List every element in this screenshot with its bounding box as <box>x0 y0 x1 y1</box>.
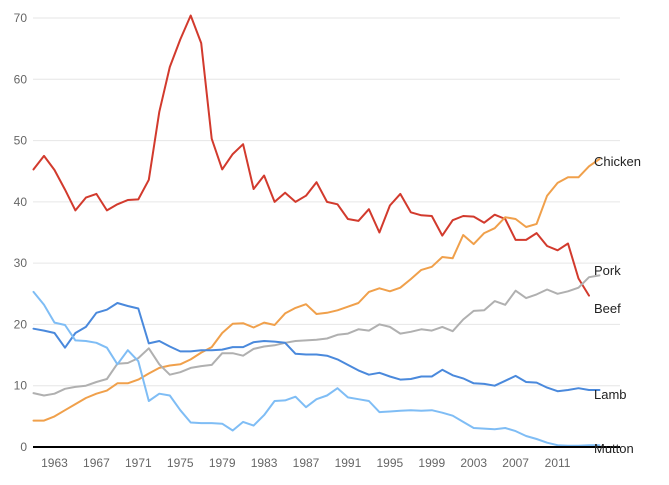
y-tick-label: 40 <box>14 195 28 209</box>
x-tick-label: 1971 <box>125 456 152 470</box>
x-tick-label: 1999 <box>418 456 445 470</box>
y-tick-label: 60 <box>14 72 28 86</box>
y-tick-label: 30 <box>14 256 28 270</box>
gridlines <box>33 17 620 387</box>
x-tick-label: 1975 <box>167 456 194 470</box>
y-axis-ticks: 0 10 20 30 40 50 60 70 <box>14 11 28 454</box>
x-tick-label: 2011 <box>545 456 571 470</box>
x-tick-label: 2007 <box>502 456 529 470</box>
x-tick-label: 1995 <box>377 456 404 470</box>
y-tick-label: 20 <box>14 317 28 331</box>
series-label-chicken: Chicken <box>594 154 641 169</box>
y-tick-label: 50 <box>14 134 28 148</box>
x-tick-label: 1967 <box>83 456 110 470</box>
x-tick-label: 2003 <box>460 456 487 470</box>
series-label-beef: Beef <box>594 301 621 316</box>
x-tick-label: 1991 <box>335 456 362 470</box>
x-tick-label: 1963 <box>41 456 68 470</box>
y-tick-label: 70 <box>14 11 28 25</box>
series-line-lamb <box>32 302 601 393</box>
series-line-mutton <box>32 290 601 447</box>
series-labels: Beef Chicken Pork Lamb Mutton <box>594 154 641 456</box>
series-lines <box>32 14 601 447</box>
y-tick-label: 0 <box>20 440 27 454</box>
x-tick-label: 1979 <box>209 456 236 470</box>
y-tick-label: 10 <box>14 379 28 393</box>
series-label-lamb: Lamb <box>594 387 627 402</box>
x-tick-label: 1987 <box>293 456 320 470</box>
x-axis-ticks: 1963 1967 1971 1975 1979 1983 1987 1991 1995 1999… <box>41 456 571 470</box>
series-line-beef <box>32 14 590 297</box>
x-tick-label: 1983 <box>251 456 278 470</box>
series-line-chicken <box>32 158 601 422</box>
series-line-pork <box>32 274 601 397</box>
series-label-mutton: Mutton <box>594 441 634 456</box>
series-label-pork: Pork <box>594 263 621 278</box>
